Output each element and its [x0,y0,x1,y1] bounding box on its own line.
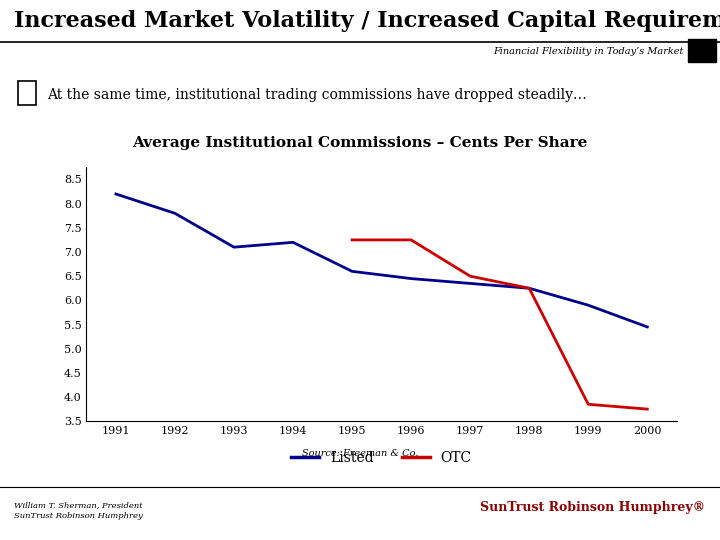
Text: SunTrust Robinson Humphrey®: SunTrust Robinson Humphrey® [480,501,706,515]
Listed [171,210,179,217]
Line: Listed: Listed [116,194,647,327]
OTC [643,406,652,413]
FancyBboxPatch shape [18,81,36,105]
Text: William T. Sherman, President
SunTrust Robinson Humphrey: William T. Sherman, President SunTrust R… [14,501,143,520]
Text: Source: Freeman & Co.: Source: Freeman & Co. [302,449,418,458]
Text: Average Institutional Commissions – Cents Per Share: Average Institutional Commissions – Cent… [132,136,588,150]
Listed [407,275,415,282]
OTC [584,401,593,408]
Bar [688,39,716,62]
Listed [525,285,534,292]
Listed [584,302,593,308]
Listed [466,280,474,287]
OTC [407,237,415,243]
Listed [348,268,356,274]
OTC [466,273,474,279]
Listed [230,244,238,251]
Text: Increased Market Volatility / Increased Capital Requirements: Increased Market Volatility / Increased … [14,10,720,32]
Listed [112,191,120,197]
Listed [289,239,297,246]
Line: OTC: OTC [352,240,647,409]
OTC [525,285,534,292]
Text: Financial Flexibility in Today’s Market: Financial Flexibility in Today’s Market [494,46,684,56]
Legend: Listed, OTC: Listed, OTC [286,445,477,470]
OTC [348,237,356,243]
Text: At the same time, institutional trading commissions have dropped steadily…: At the same time, institutional trading … [47,87,587,102]
Listed [643,323,652,330]
